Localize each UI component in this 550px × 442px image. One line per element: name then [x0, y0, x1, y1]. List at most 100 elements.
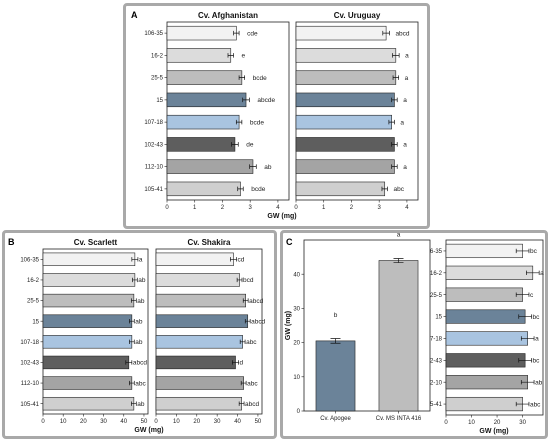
chart0-letter-25-5: bcde [253, 75, 267, 82]
chart1-bar-107-18 [295, 114, 392, 130]
chart5-category-107-18: 107-18 [423, 337, 442, 343]
chart5-bar-106-35 [445, 243, 523, 259]
chart5-bar-107-18 [445, 331, 528, 346]
chart3-letter-107-18: abc [246, 339, 257, 346]
chart2-letter-105-41: ab [137, 401, 145, 408]
chart0-category-15: 15 [156, 98, 163, 104]
chart2-letter-107-18: ab [135, 339, 143, 346]
chart3-bar-112-10 [155, 376, 244, 390]
chart1-letter-25-5: a [405, 75, 409, 82]
chart4-errorbar-0 [330, 338, 341, 344]
chart2-category-25-5: 25-5 [27, 299, 40, 305]
chart0-bar-112-10 [166, 159, 254, 174]
chart1-errorbar-107-18 [388, 119, 395, 125]
chart5-bar-102-43 [445, 353, 526, 368]
chart3-xtick-label-0: 0 [154, 419, 158, 425]
chart2-xtick-label-30: 30 [100, 419, 107, 425]
chart3-xtick-label-30: 30 [214, 419, 221, 425]
chart4-ytick-label-0: 0 [297, 409, 301, 415]
chart2-errorbar-16-2 [132, 277, 138, 283]
chart3-letter-25-5: abcd [249, 298, 263, 305]
chart5-letter-107-18: a [535, 336, 539, 343]
panel-a-label: A [131, 10, 138, 20]
chart1-letter-112-10: a [403, 164, 407, 171]
chart5-bar-25-5 [445, 287, 523, 302]
chart4-bar-1 [378, 260, 419, 412]
chart2-letter-15: ab [135, 318, 143, 325]
chart5-letter-15: bc [533, 314, 541, 321]
chart0-bar-15 [166, 92, 247, 108]
chart1-xtick-label-1: 1 [322, 205, 326, 211]
chart4-ytick-label-40: 40 [293, 272, 300, 278]
chart2-xtick-label-10: 10 [60, 419, 67, 425]
chart0-errorbar-112-10 [249, 164, 257, 169]
chart2-letter-102-43: abcd [133, 360, 147, 367]
chart0-bar-16-2 [166, 48, 232, 63]
chart1-letter-106-35: abcd [395, 30, 409, 37]
chart2-errorbar-112-10 [129, 380, 135, 386]
chart1-letter-105-41: abc [394, 186, 405, 193]
chart5-letter-16-2: a [540, 270, 544, 277]
chart1-letter-15: a [403, 97, 407, 104]
chart0-errorbar-15 [242, 97, 250, 103]
chart3-errorbar-112-10 [240, 380, 247, 386]
chart1-xtick-label-2: 2 [350, 205, 354, 211]
chart3-letter-102-43: d [240, 360, 244, 367]
chart1-letter-16-2: a [405, 53, 409, 60]
chart2-errorbar-102-43 [125, 360, 133, 365]
chart2-xtick-label-50: 50 [141, 419, 148, 425]
chart5-letter-106-35: bc [530, 248, 538, 255]
chart2-bar-105-41 [42, 396, 135, 411]
chart0-category-16-2: 16-2 [151, 53, 164, 59]
chart5-errorbar-106-35 [515, 248, 530, 254]
chart5-category-16-2: 16-2 [430, 271, 443, 277]
chart1-bar-25-5 [295, 70, 397, 85]
chart3-bar-105-41 [155, 396, 242, 411]
chart3-errorbar-107-18 [239, 339, 246, 345]
chart3-bar-107-18 [155, 335, 243, 349]
chart4-letter-0: b [334, 312, 338, 319]
chart5-category-112-10: 112-10 [424, 380, 443, 386]
chart0-bar-102-43 [166, 137, 236, 152]
chart1-letter-102-43: a [403, 142, 407, 149]
chart0-bar-105-41 [166, 181, 241, 197]
chart3-letter-16-2: bcd [243, 277, 254, 284]
chart5-xtick-label-20: 20 [494, 420, 501, 426]
chart1-bar-112-10 [295, 159, 395, 174]
chart1-errorbar-16-2 [392, 53, 400, 58]
chart2-category-107-18: 107-18 [20, 340, 39, 346]
chart0-xtick-label-4: 4 [276, 205, 280, 211]
chart0-letter-112-10: ab [264, 164, 272, 171]
chart2-category-102-43: 102-43 [20, 361, 39, 367]
chart2-bar-106-35 [42, 252, 136, 267]
chart2-letter-112-10: abc [135, 380, 146, 387]
chart3-bar-15 [155, 314, 249, 328]
chart2-category-15: 15 [32, 319, 39, 325]
chart5-category-25-5: 25-5 [430, 293, 443, 299]
chart3-bar-106-35 [155, 252, 234, 267]
chart0-errorbar-16-2 [227, 53, 234, 58]
chart5-errorbar-107-18 [520, 336, 535, 341]
chart5-errorbar-15 [518, 314, 532, 319]
chart5-bar-15 [445, 309, 526, 324]
chart0-errorbar-102-43 [231, 142, 239, 147]
panel-c-label: C [286, 237, 293, 247]
chart5-errorbar-105-41 [515, 401, 530, 407]
chart2-bar-15 [42, 314, 133, 328]
chart5-bar-112-10 [445, 375, 528, 390]
chart5-category-102-43: 102-43 [423, 358, 442, 364]
chart3-errorbar-16-2 [236, 277, 243, 283]
chart4-ytick-label-30: 30 [293, 307, 300, 313]
chart5-xtick-label-30: 30 [519, 420, 526, 426]
chart4-errorbar-1 [393, 258, 404, 263]
chart0-category-105-41: 105-41 [144, 187, 163, 193]
chart3-errorbar-106-35 [230, 257, 237, 262]
chart3-errorbar-105-41 [238, 401, 245, 406]
chart0-xtick-label-0: 0 [165, 205, 169, 211]
chart0-errorbar-105-41 [237, 186, 244, 192]
chart3-letter-15: abcd [251, 318, 265, 325]
chart1-errorbar-102-43 [391, 142, 398, 147]
chart1-xtick-label-3: 3 [378, 205, 382, 211]
chart2-errorbar-107-18 [129, 339, 135, 345]
